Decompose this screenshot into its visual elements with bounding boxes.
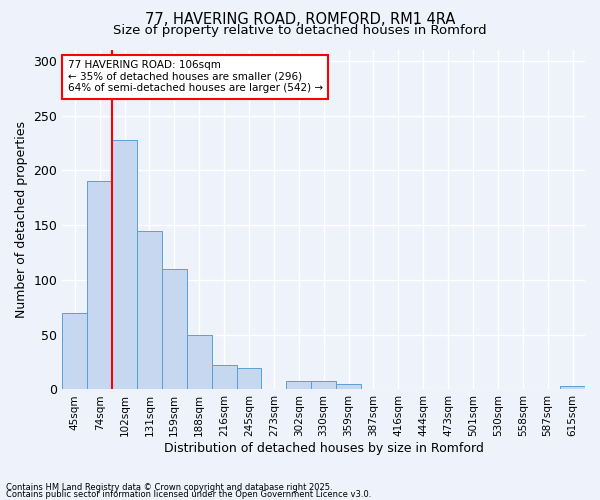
Text: Contains HM Land Registry data © Crown copyright and database right 2025.: Contains HM Land Registry data © Crown c… — [6, 484, 332, 492]
Bar — [187, 334, 212, 390]
Bar — [236, 368, 262, 390]
Text: Contains public sector information licensed under the Open Government Licence v3: Contains public sector information licen… — [6, 490, 371, 499]
Text: Size of property relative to detached houses in Romford: Size of property relative to detached ho… — [113, 24, 487, 37]
Bar — [87, 182, 112, 390]
Bar — [286, 380, 311, 390]
Bar — [336, 384, 361, 390]
X-axis label: Distribution of detached houses by size in Romford: Distribution of detached houses by size … — [164, 442, 484, 455]
Bar — [311, 380, 336, 390]
Bar — [62, 313, 87, 390]
Text: 77 HAVERING ROAD: 106sqm
← 35% of detached houses are smaller (296)
64% of semi-: 77 HAVERING ROAD: 106sqm ← 35% of detach… — [68, 60, 323, 94]
Text: 77, HAVERING ROAD, ROMFORD, RM1 4RA: 77, HAVERING ROAD, ROMFORD, RM1 4RA — [145, 12, 455, 28]
Y-axis label: Number of detached properties: Number of detached properties — [15, 121, 28, 318]
Bar — [137, 230, 162, 390]
Bar — [162, 269, 187, 390]
Bar — [112, 140, 137, 390]
Bar — [560, 386, 585, 390]
Bar — [212, 366, 236, 390]
